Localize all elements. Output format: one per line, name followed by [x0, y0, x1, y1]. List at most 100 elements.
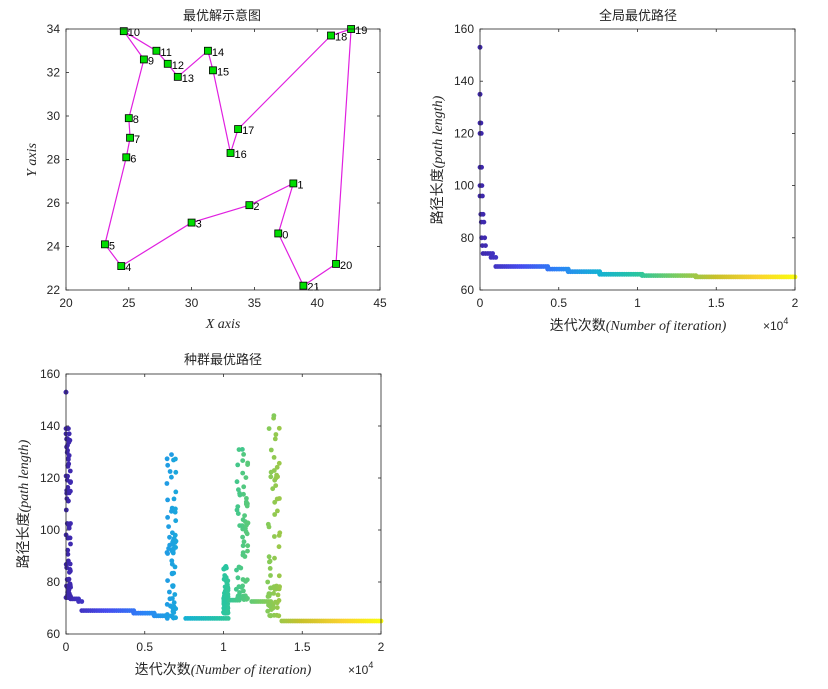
- population-points: [63, 389, 384, 624]
- population-data-point: [169, 508, 174, 514]
- population-y-tick-label: 100: [40, 523, 60, 537]
- population-data-point: [272, 436, 278, 442]
- population-data-point: [267, 559, 272, 565]
- population-data-point: [276, 613, 282, 619]
- population-plot-title: 种群最优路径: [184, 352, 262, 368]
- route-node-label: 14: [212, 47, 224, 59]
- route-node-marker: [204, 46, 212, 55]
- population-data-point: [171, 600, 177, 605]
- global-data-point: [490, 251, 495, 256]
- population-data-point: [240, 543, 246, 549]
- population-data-point: [271, 584, 277, 589]
- route-node-label: 12: [172, 60, 184, 72]
- population-data-point: [243, 529, 249, 535]
- route-node-marker: [209, 66, 217, 75]
- route-node-label: 19: [355, 25, 367, 37]
- population-data-point: [169, 452, 174, 457]
- route-x-tick-label: 45: [373, 296, 387, 310]
- population-data-point: [66, 525, 72, 531]
- population-data-point: [271, 455, 277, 460]
- population-data-point: [270, 486, 276, 492]
- population-data-point: [167, 542, 173, 548]
- population-data-point: [165, 578, 171, 583]
- global-plot-frame: [479, 28, 796, 291]
- population-y-tick-label: 140: [40, 419, 60, 433]
- route-node-label: 1: [297, 179, 303, 191]
- global-y-axis-label: 路径长度(path length): [430, 95, 446, 224]
- population-data-point: [273, 483, 279, 488]
- population-data-point: [240, 517, 246, 523]
- global-x-tick-label: 0.5: [550, 296, 567, 310]
- population-data-point: [241, 539, 247, 545]
- route-node-label: 5: [109, 240, 115, 252]
- population-data-point: [173, 469, 179, 475]
- global-x-tick-label: 0: [477, 296, 484, 310]
- population-data-point: [225, 616, 231, 621]
- population-data-point: [167, 469, 173, 474]
- population-data-point: [167, 589, 172, 595]
- population-data-point: [66, 426, 71, 431]
- population-data-point: [235, 596, 241, 602]
- population-data-point: [223, 564, 229, 569]
- population-data-point: [170, 550, 176, 556]
- population-x-tick-label: 1.5: [294, 640, 311, 654]
- population-data-point: [165, 462, 171, 468]
- population-data-point: [170, 530, 175, 536]
- population-data-point: [235, 511, 241, 516]
- global-y-tick-label: 80: [461, 231, 475, 245]
- population-x-multiplier-base: ×10: [348, 663, 369, 677]
- population-data-point: [164, 456, 170, 462]
- global-data-point: [478, 120, 484, 126]
- population-data-point: [68, 568, 73, 574]
- population-data-point: [265, 608, 271, 614]
- global-x-multiplier: ×104: [763, 316, 788, 333]
- global-y-label-en: (path length): [431, 95, 446, 168]
- population-data-point: [237, 491, 243, 496]
- population-x-tick-label: 0: [63, 640, 70, 654]
- population-data-point: [276, 598, 282, 603]
- global-data-point: [479, 183, 485, 189]
- global-data-point: [480, 211, 486, 217]
- population-data-point: [268, 447, 274, 453]
- global-data-point: [493, 255, 499, 260]
- global-x-multiplier-exp: 4: [783, 316, 788, 326]
- population-data-point: [276, 460, 282, 466]
- population-data-point: [272, 555, 277, 561]
- population-data-point: [276, 425, 282, 431]
- population-y-label-en: (path length): [17, 439, 32, 512]
- population-data-point: [241, 491, 246, 497]
- population-data-point: [64, 436, 70, 441]
- population-data-point: [171, 496, 177, 502]
- population-y-tick-label: 160: [40, 367, 60, 381]
- route-node-label: 0: [282, 229, 288, 241]
- route-plot-title: 最优解示意图: [183, 8, 261, 24]
- population-data-point: [234, 479, 240, 485]
- population-data-point: [240, 458, 246, 463]
- route-node-marker: [289, 179, 298, 188]
- population-data-point: [268, 585, 273, 591]
- population-data-point: [236, 447, 242, 452]
- population-x-multiplier-exp: 4: [368, 660, 373, 670]
- route-node-marker: [122, 153, 131, 162]
- global-x-tick-label: 2: [792, 296, 799, 310]
- population-data-point: [266, 554, 272, 560]
- route-node-label: 8: [133, 114, 139, 126]
- population-data-point: [242, 513, 248, 518]
- population-data-point: [245, 462, 251, 467]
- population-data-point: [166, 524, 172, 529]
- population-y-tick-label: 80: [47, 575, 61, 589]
- population-data-point: [240, 447, 245, 452]
- route-node-marker: [119, 27, 128, 36]
- population-data-point: [271, 468, 277, 473]
- population-y-axis-label: 路径长度(path length): [16, 439, 32, 568]
- population-y-label-cn: 路径长度: [16, 512, 32, 568]
- population-data-point: [234, 507, 240, 513]
- population-data-point: [165, 515, 171, 520]
- route-plot-frame: [65, 28, 381, 291]
- population-data-point: [244, 496, 249, 501]
- route-y-tick-label: 24: [47, 240, 61, 254]
- population-data-point: [173, 538, 179, 544]
- global-axes: 0 0.5 1 1.5 2 60 80 100 120 140 160: [454, 22, 799, 310]
